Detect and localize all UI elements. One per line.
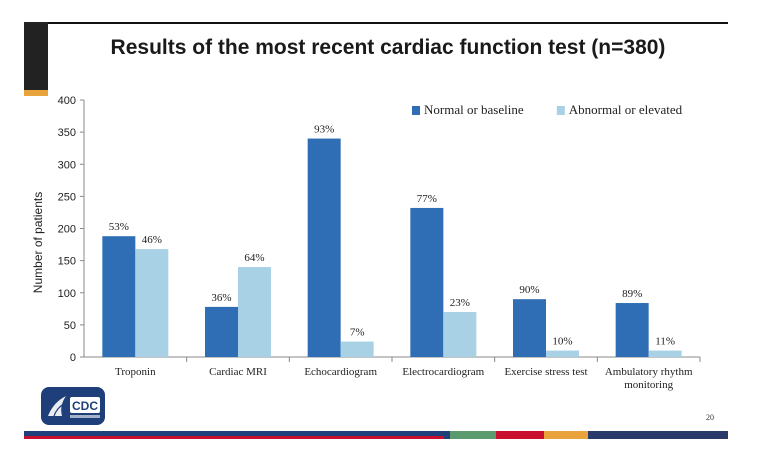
bar-abnormal: [546, 350, 579, 357]
x-tick-label: Ambulatory rhythm: [605, 366, 693, 378]
x-tick-label: Echocardiogram: [304, 366, 377, 378]
bar-abnormal: [443, 312, 477, 357]
hhs-eagle-icon: [48, 396, 66, 417]
data-label: 46%: [142, 234, 162, 246]
y-tick-label: 150: [58, 256, 76, 268]
footer-red-base: [24, 436, 444, 439]
bar-abnormal: [340, 341, 374, 357]
y-tick-label: 400: [58, 95, 76, 107]
y-tick-label: 0: [70, 352, 76, 364]
data-label: 90%: [519, 284, 539, 296]
y-tick-label: 250: [58, 191, 76, 203]
bar-normal: [615, 303, 649, 357]
data-label: 11%: [655, 336, 675, 348]
bar-normal: [205, 306, 238, 357]
data-label: 7%: [350, 327, 365, 339]
y-tick-label: 50: [64, 320, 76, 332]
footer-navy-segment: [24, 431, 450, 439]
x-tick-label: Electrocardiogram: [402, 366, 484, 378]
bar-normal: [307, 138, 341, 357]
cdc-logo: CDC: [40, 386, 106, 426]
y-tick-label: 200: [58, 224, 76, 236]
chart-title: Results of the most recent cardiac funct…: [110, 36, 666, 59]
left-accent-bar: [24, 22, 48, 92]
data-label: 89%: [622, 288, 642, 300]
top-rule: [48, 22, 728, 24]
legend-swatch: [556, 106, 565, 115]
data-label: 53%: [109, 221, 129, 233]
data-label: 93%: [314, 124, 334, 136]
x-tick-label: Troponin: [115, 366, 156, 378]
data-label: 77%: [417, 193, 437, 205]
y-tick-label: 350: [58, 127, 76, 139]
footer-gold-segment: [544, 431, 588, 439]
data-label: 10%: [552, 336, 572, 348]
data-label: 23%: [450, 297, 470, 309]
y-tick-label: 300: [58, 159, 76, 171]
data-label: 36%: [211, 292, 231, 304]
bar-normal: [410, 207, 444, 357]
x-tick-label: Cardiac MRI: [209, 366, 267, 378]
footer-green-segment: [450, 431, 496, 439]
left-accent-stripe: [24, 90, 48, 96]
footer-navy-end-segment: [588, 431, 728, 439]
footer-stripe: [24, 431, 728, 439]
bar-normal: [513, 299, 546, 357]
y-tick-label: 100: [58, 288, 76, 300]
bar-abnormal: [648, 350, 682, 357]
legend-swatch: [412, 106, 420, 115]
x-tick-label: monitoring: [624, 379, 673, 391]
x-tick-label: Exercise stress test: [504, 366, 587, 378]
slide: [24, 22, 728, 432]
logo-text: CDC: [72, 399, 98, 413]
data-label: 64%: [244, 252, 264, 264]
slide-number: 20: [706, 413, 714, 422]
bar-normal: [102, 236, 136, 357]
legend-label: Abnormal or elevated: [569, 102, 683, 117]
footer-red-segment: [496, 431, 544, 439]
legend-label: Normal or baseline: [424, 102, 524, 117]
bar-abnormal: [238, 267, 271, 357]
bar-abnormal: [135, 249, 169, 357]
y-axis-title: Number of patients: [31, 192, 45, 293]
